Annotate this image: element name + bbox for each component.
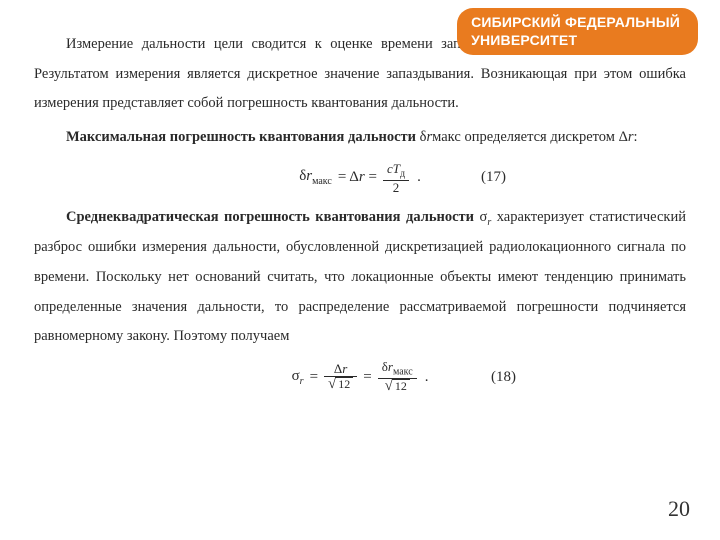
- f1-num-Tsub: д: [400, 168, 405, 179]
- f2-n2-sub: макс: [393, 367, 413, 378]
- para2-delta: δ: [416, 129, 426, 145]
- f2-eq2: =: [363, 369, 371, 386]
- f1-frac: cTд 2: [383, 162, 409, 195]
- f1-sub: макс: [312, 176, 332, 187]
- eqnum-18: (18): [491, 369, 516, 386]
- f2-r: r: [300, 376, 304, 387]
- formula-1: δrмакс = Δr = cTд 2 .: [299, 162, 421, 195]
- para3-body: характеризует статистический разброс оши…: [34, 209, 686, 345]
- f1-den: 2: [389, 181, 404, 195]
- para2-tail: определяется дискретом Δ: [461, 129, 628, 145]
- f2-frac1: Δr √12: [324, 362, 357, 392]
- university-badge: СИБИРСКИЙ ФЕДЕРАЛЬНЫЙ УНИВЕРСИТЕТ: [457, 8, 698, 55]
- paragraph-2: Максимальная погрешность квантования дал…: [34, 123, 686, 153]
- f2-d1: 12: [335, 377, 353, 392]
- f2-n1-r: r: [342, 361, 347, 376]
- para2-tail2: :: [634, 129, 638, 145]
- eqnum-17: (17): [481, 169, 506, 186]
- para2-bold: Максимальная погрешность квантования дал…: [66, 129, 416, 145]
- f2-eq: =: [310, 369, 318, 386]
- formula-2-row: σr = Δr √12 = δrмакс √12 . (18): [34, 356, 686, 398]
- f1-num-T: T: [393, 161, 400, 176]
- paragraph-3: Среднеквадратическая погрешность квантов…: [34, 203, 686, 352]
- page-number: 20: [668, 496, 690, 522]
- badge-line1: СИБИРСКИЙ ФЕДЕРАЛЬНЫЙ: [471, 14, 680, 30]
- para3-bold: Среднеквадратическая погрешность квантов…: [66, 209, 474, 225]
- formula-2: σr = Δr √12 = δrмакс √12 .: [292, 360, 429, 394]
- f2-d2: 12: [392, 379, 410, 394]
- f2-frac2: δrмакс √12: [378, 360, 417, 394]
- para3-sigma: σ: [474, 209, 487, 225]
- para2-sub: макс: [432, 129, 461, 145]
- formula-1-row: δrмакс = Δr = cTд 2 . (17): [34, 157, 686, 199]
- badge-line2: УНИВЕРСИТЕТ: [471, 32, 577, 48]
- f2-sigma: σ: [292, 368, 300, 384]
- f1-eq2: =: [365, 169, 377, 185]
- f1-eq: = Δ: [338, 169, 359, 185]
